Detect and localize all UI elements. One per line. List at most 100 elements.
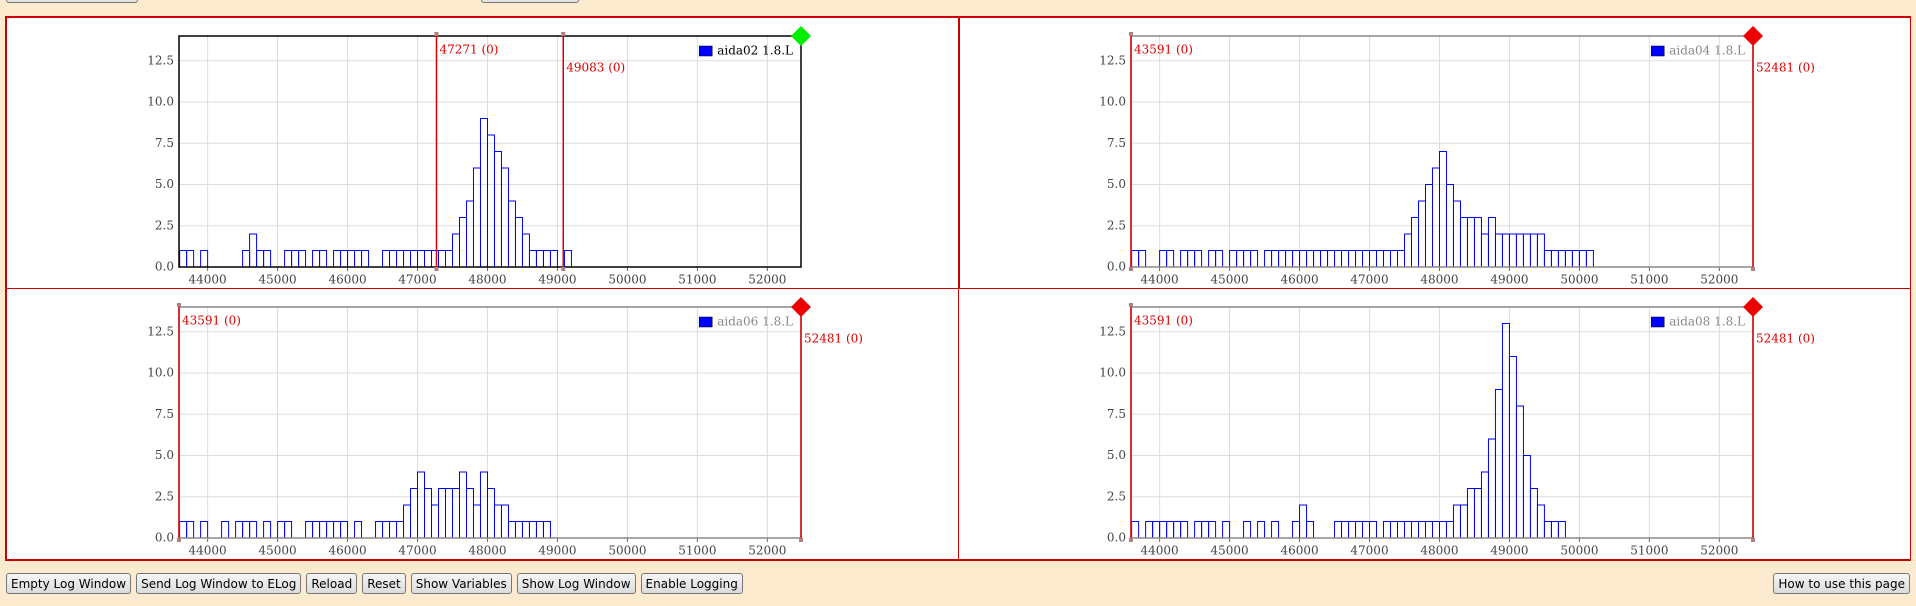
y-tick-label: 2.5 bbox=[1107, 489, 1126, 503]
histogram-bar bbox=[1159, 521, 1168, 539]
histogram-bar bbox=[431, 250, 440, 268]
histogram-bar bbox=[451, 233, 460, 268]
marker-label: 52481 (0) bbox=[1756, 332, 1815, 346]
histogram-bar bbox=[1159, 250, 1168, 268]
cut-off-button[interactable] bbox=[6, 0, 138, 3]
histogram-bar bbox=[1452, 504, 1461, 539]
histogram-bar bbox=[1445, 521, 1454, 539]
histogram-bar bbox=[1306, 250, 1315, 268]
histogram-bar bbox=[1243, 521, 1252, 539]
histogram-bar bbox=[1369, 521, 1378, 539]
x-tick-label: 44000 bbox=[189, 273, 227, 287]
histogram-bar bbox=[1480, 233, 1489, 268]
marker-handle bbox=[1129, 32, 1133, 36]
marker-label: 43591 (0) bbox=[1134, 314, 1193, 328]
histogram-bar bbox=[354, 521, 363, 539]
histogram-bar bbox=[1459, 504, 1468, 539]
histogram-bar bbox=[535, 521, 544, 539]
x-tick-label: 52000 bbox=[1700, 544, 1738, 558]
histogram-bar bbox=[242, 521, 251, 539]
histogram-bar bbox=[1271, 250, 1280, 268]
histogram-bar bbox=[1515, 405, 1524, 539]
histogram-bar bbox=[1550, 250, 1559, 268]
x-tick-label: 51000 bbox=[678, 273, 716, 287]
toolbar-button[interactable]: Enable Logging bbox=[640, 573, 743, 594]
histogram-panel: 0.0 2.5 5.0 7.5 10.0 12.5 44000 45000 46000 47000… bbox=[959, 18, 1910, 288]
marker-handle bbox=[1129, 538, 1133, 542]
histogram-bar bbox=[1515, 233, 1524, 268]
x-tick-label: 52000 bbox=[748, 544, 786, 558]
histogram-bar bbox=[458, 471, 467, 539]
histogram-bar bbox=[403, 504, 412, 539]
histogram-bar bbox=[242, 250, 251, 268]
toolbar-button[interactable]: Empty Log Window bbox=[6, 573, 132, 594]
toolbar-button[interactable]: Reload bbox=[306, 573, 358, 594]
x-tick-label: 46000 bbox=[328, 544, 366, 558]
histogram-bar bbox=[1257, 521, 1266, 539]
x-tick-label: 44000 bbox=[1141, 544, 1179, 558]
plot-frame bbox=[178, 35, 802, 268]
histogram-bar bbox=[396, 521, 405, 539]
histogram-bar bbox=[221, 521, 230, 539]
histogram-bar bbox=[1424, 521, 1433, 539]
histogram-bar bbox=[410, 250, 419, 268]
histogram-bar bbox=[1334, 521, 1343, 539]
marker-handle bbox=[1751, 267, 1755, 271]
histogram-bar bbox=[1271, 521, 1280, 539]
histogram-bar bbox=[1487, 438, 1496, 539]
y-tick-label: 10.0 bbox=[147, 95, 174, 109]
histogram-bar bbox=[256, 250, 265, 268]
marker-handle bbox=[561, 267, 566, 271]
toolbar-button[interactable]: Send Log Window to ELog bbox=[136, 573, 302, 594]
histogram-bar bbox=[1194, 250, 1203, 268]
histogram-bar bbox=[1543, 250, 1552, 268]
histogram-panel: 0.0 2.5 5.0 7.5 10.0 12.5 44000 45000 46000 47000… bbox=[959, 289, 1910, 559]
toolbar-button[interactable]: Show Variables bbox=[410, 573, 512, 594]
x-tick-label: 48000 bbox=[468, 273, 506, 287]
marker-handle bbox=[799, 538, 803, 542]
x-tick-label: 45000 bbox=[258, 544, 296, 558]
toolbar-button[interactable]: Reset bbox=[362, 573, 406, 594]
cut-off-button[interactable] bbox=[481, 0, 579, 3]
y-tick-label: 10.0 bbox=[1099, 366, 1126, 380]
y-tick-label: 0.0 bbox=[1107, 531, 1126, 545]
y-tick-label: 2.5 bbox=[155, 489, 174, 503]
y-tick-label: 5.0 bbox=[155, 448, 174, 462]
histogram-bar bbox=[1341, 250, 1350, 268]
x-tick-label: 44000 bbox=[1141, 273, 1179, 287]
histogram-bar bbox=[1152, 521, 1161, 539]
histogram-bar bbox=[249, 521, 258, 539]
histogram-bar bbox=[389, 521, 398, 539]
histogram-bar bbox=[1327, 250, 1336, 268]
histogram-bar bbox=[486, 488, 495, 539]
histogram-bar bbox=[1501, 233, 1510, 268]
histogram-bar bbox=[1194, 521, 1203, 539]
histogram-bar bbox=[445, 488, 453, 539]
histogram-bar bbox=[1571, 250, 1580, 268]
help-button[interactable]: How to use this page bbox=[1773, 573, 1910, 594]
histogram-bar bbox=[1431, 167, 1440, 268]
toolbar-button[interactable]: Show Log Window bbox=[516, 573, 636, 594]
histogram-bar bbox=[375, 521, 384, 539]
histogram-bar bbox=[1431, 521, 1440, 539]
histogram-panel: 0.0 2.5 5.0 7.5 10.0 12.5 44000 45000 46000 47000… bbox=[7, 289, 958, 559]
status-indicator bbox=[791, 297, 811, 317]
histogram-bar bbox=[186, 521, 195, 539]
legend-swatch bbox=[1650, 316, 1665, 328]
histogram-bar bbox=[1403, 233, 1412, 268]
histogram-bar bbox=[521, 233, 530, 268]
histogram-bar bbox=[1334, 250, 1343, 268]
histogram-bar bbox=[445, 250, 453, 268]
histogram-bar bbox=[514, 217, 523, 268]
histogram-bar bbox=[458, 217, 467, 268]
legend-label: aida08 1.8.L bbox=[1669, 315, 1745, 329]
histogram-bar bbox=[319, 521, 328, 539]
marker-handle bbox=[1129, 267, 1133, 271]
x-tick-label: 45000 bbox=[1210, 273, 1248, 287]
x-tick-label: 45000 bbox=[258, 273, 296, 287]
histogram-bar bbox=[354, 250, 363, 268]
histogram-bar bbox=[479, 471, 488, 539]
x-tick-label: 48000 bbox=[1420, 544, 1458, 558]
histogram-bar bbox=[1494, 233, 1503, 268]
histogram-bar bbox=[465, 200, 474, 268]
